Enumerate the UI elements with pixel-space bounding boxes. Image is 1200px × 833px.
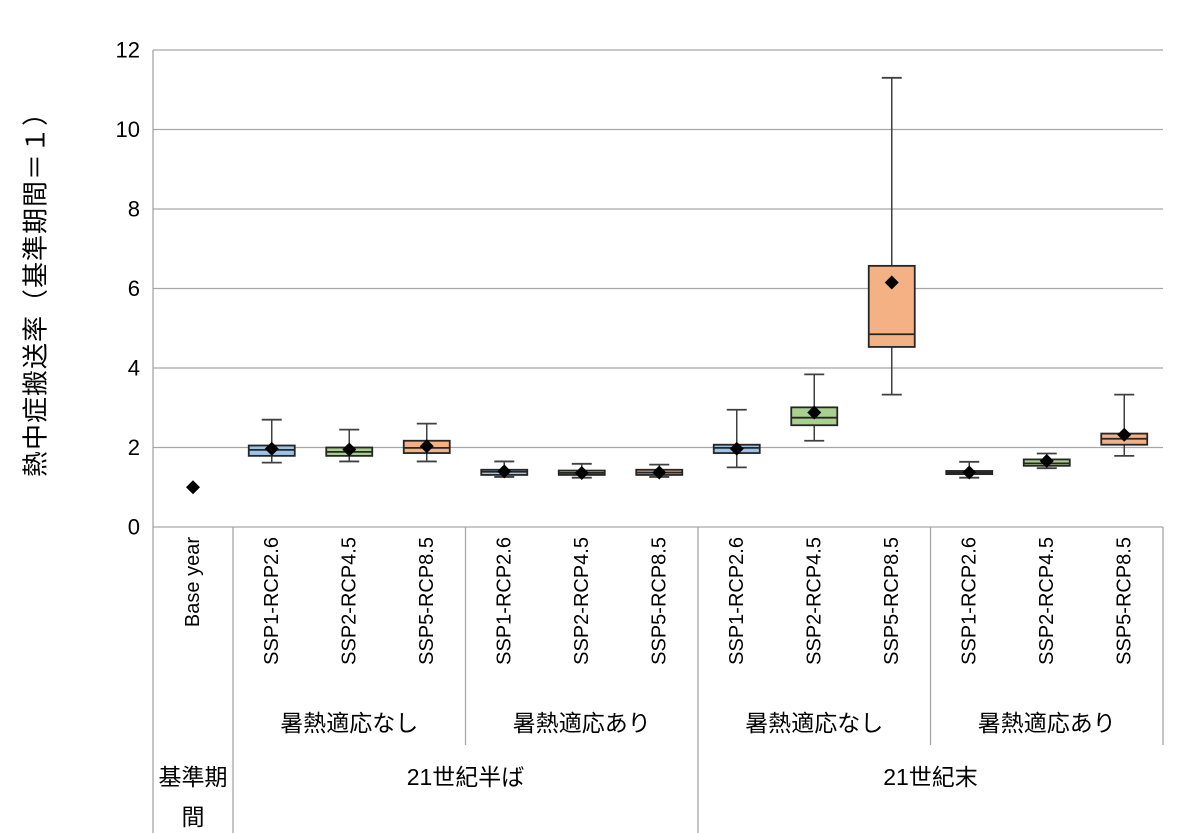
y-tick-label: 8	[128, 197, 140, 222]
period-group-label: 21世紀末	[883, 764, 978, 790]
period-group-label: 21世紀半ば	[407, 764, 525, 790]
category-label: Base year	[182, 537, 204, 627]
mean-marker	[342, 442, 357, 457]
mean-marker	[264, 441, 279, 456]
mean-marker	[1117, 427, 1132, 442]
period-group-label: 基準期	[159, 764, 228, 790]
adaptation-group-label: 暑熱適応あり	[513, 710, 651, 736]
category-label: SSP5-RCP8.5	[1113, 537, 1135, 665]
adaptation-group-label: 暑熱適応あり	[978, 710, 1116, 736]
mean-marker	[652, 465, 667, 480]
category-label: SSP1-RCP2.6	[726, 537, 748, 665]
category-label: SSP1-RCP2.6	[261, 537, 283, 665]
mean-marker	[186, 480, 200, 495]
y-tick-label: 0	[128, 515, 140, 540]
y-tick-label: 2	[128, 435, 140, 460]
adaptation-group-label: 暑熱適応なし	[745, 710, 883, 736]
mean-marker	[729, 441, 744, 456]
category-label: SSP5-RCP8.5	[881, 537, 903, 665]
period-group-label: 間	[182, 804, 205, 830]
category-label: SSP2-RCP4.5	[803, 537, 825, 665]
mean-marker	[962, 465, 977, 480]
y-tick-label: 4	[128, 356, 140, 381]
category-label: SSP5-RCP8.5	[416, 537, 438, 665]
category-label: SSP2-RCP4.5	[1036, 537, 1058, 665]
mean-marker	[574, 465, 589, 480]
mean-marker	[884, 275, 899, 290]
category-label: SSP2-RCP4.5	[571, 537, 593, 665]
adaptation-group-label: 暑熱適応なし	[280, 710, 418, 736]
mean-marker	[807, 405, 822, 420]
category-label: SSP1-RCP2.6	[958, 537, 980, 665]
mean-marker	[419, 439, 434, 454]
y-tick-label: 6	[128, 276, 140, 301]
category-label: SSP5-RCP8.5	[648, 537, 670, 665]
mean-marker	[1039, 454, 1054, 469]
category-label: SSP1-RCP2.6	[493, 537, 515, 665]
category-label: SSP2-RCP4.5	[338, 537, 360, 665]
mean-marker	[497, 464, 512, 479]
y-tick-label: 10	[116, 117, 140, 142]
y-tick-label: 12	[116, 38, 140, 63]
